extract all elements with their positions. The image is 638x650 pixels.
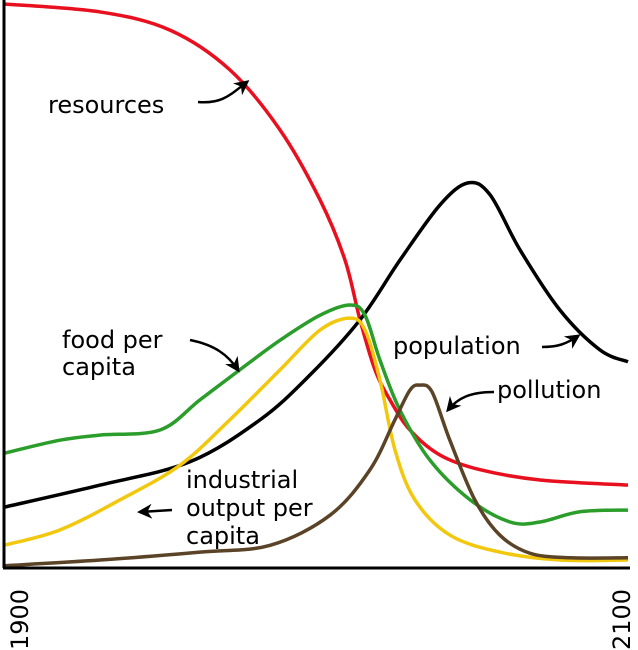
x-tick-label-2100: 2100: [608, 589, 636, 650]
series-layer: [3, 2, 629, 568]
arrow-population: [541, 334, 581, 349]
label-pollution: pollution: [497, 376, 601, 404]
arrow-industrial: [137, 503, 173, 519]
series-line-food-per-capita: [3, 303, 629, 526]
arrow-pollution: [446, 390, 495, 413]
arrow-resources: [197, 80, 250, 104]
label-industrial-line3: capita: [186, 522, 260, 550]
arrow-food: [189, 338, 240, 373]
label-population: population: [393, 332, 521, 360]
x-tick-label-1900: 1900: [6, 589, 34, 650]
label-industrial-line2: output per: [186, 494, 313, 522]
label-resources: resources: [48, 91, 164, 119]
series-line-resources: [3, 2, 629, 487]
label-food-line1: food per: [62, 326, 163, 354]
series-line-population: [3, 180, 629, 509]
label-industrial-line1: industrial: [186, 466, 298, 494]
series-line-pollution: [3, 383, 629, 568]
label-food-line2: capita: [62, 353, 136, 381]
series-line-industrial-output-per-capita: [3, 316, 629, 563]
